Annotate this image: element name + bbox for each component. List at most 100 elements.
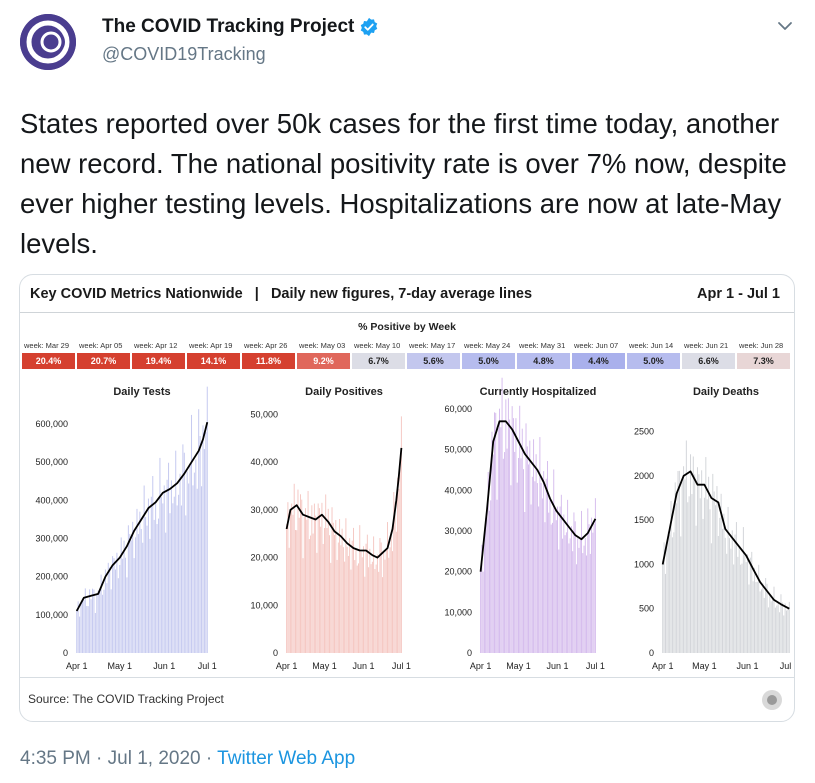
bar (727, 506, 729, 653)
bar (594, 498, 596, 653)
chart-card[interactable]: Key COVID Metrics Nationwide | Daily new… (19, 274, 795, 722)
bar (172, 503, 174, 653)
bar (394, 502, 396, 653)
bar (692, 456, 694, 653)
bar (772, 598, 774, 653)
bar (541, 498, 543, 653)
meta-separator-2: · (200, 748, 218, 769)
week-positivity-value: 7.3% (737, 353, 790, 369)
bar (507, 398, 509, 653)
handle[interactable]: @COVID19Tracking (102, 44, 266, 64)
bar (308, 539, 310, 653)
bar (116, 552, 118, 653)
bar (558, 549, 560, 653)
bar (506, 448, 508, 653)
bar (680, 536, 682, 653)
bar (592, 532, 594, 653)
bar (389, 547, 391, 653)
bar (765, 578, 767, 653)
bar (293, 483, 295, 653)
daily-tests-svg: Daily Tests 0 100,000 200,000 300,000 400,000… (35, 386, 216, 671)
bar (379, 538, 381, 653)
bar (774, 607, 776, 653)
week-cell: week: May 31 4.8% (517, 341, 572, 369)
week-positivity-value: 20.7% (77, 353, 130, 369)
tweet-source-app[interactable]: Twitter Web App (217, 748, 356, 769)
bar (587, 508, 589, 653)
currently-hospitalized-svg: Currently Hospitalized 0 10,000 20,000 30,00… (444, 377, 605, 671)
bar (147, 498, 149, 653)
bar (509, 419, 511, 653)
charts-area: Daily Tests 0 100,000 200,000 300,000 400,000… (20, 375, 794, 677)
bar (122, 558, 124, 653)
currently-hospitalized-chart: Currently Hospitalized 0 10,000 20,000 30,00… (408, 375, 605, 677)
bar (722, 528, 724, 653)
bar (84, 588, 86, 653)
bar (562, 538, 564, 653)
bar (681, 481, 683, 653)
bar (536, 483, 538, 653)
week-label: week: May 10 (354, 341, 401, 350)
week-positivity-value: 9.2% (297, 353, 350, 369)
y-tick-label: 2500 (634, 427, 654, 437)
bar (150, 496, 152, 653)
display-name-row[interactable]: The COVID Tracking Project (102, 16, 379, 38)
bar (313, 503, 315, 653)
bar (345, 518, 347, 653)
bar (710, 543, 712, 653)
week-label: week: Jun 28 (739, 341, 784, 350)
bar (81, 598, 83, 653)
bar (770, 601, 772, 653)
bar (370, 564, 372, 653)
bar (543, 471, 545, 653)
y-tick-label: 40,000 (444, 485, 472, 495)
tweet-header: The COVID Tracking Project @COVID19Track… (20, 12, 795, 82)
bar (166, 479, 168, 653)
bar (734, 534, 736, 653)
bar (398, 488, 400, 653)
bar (744, 555, 746, 653)
bar (206, 386, 208, 653)
bar (317, 503, 319, 653)
bar (480, 568, 482, 653)
bar (130, 540, 132, 653)
display-name[interactable]: The COVID Tracking Project (102, 16, 355, 37)
x-tick-label: Jun 1 (547, 661, 569, 671)
x-tick-label: Jul 1 (392, 661, 411, 671)
bar (553, 469, 555, 653)
bar (139, 511, 141, 653)
week-cell: week: Apr 12 19.4% (132, 341, 187, 369)
bar (500, 427, 502, 653)
bar (360, 551, 362, 653)
bar (99, 592, 101, 653)
tweet-date[interactable]: Jul 1, 2020 (107, 748, 201, 769)
bar (781, 602, 783, 653)
bar (673, 532, 675, 653)
bar (291, 503, 293, 653)
chevron-down-icon[interactable] (775, 16, 795, 36)
bar (361, 557, 363, 653)
bar (756, 581, 758, 653)
y-tick-label: 400,000 (35, 495, 68, 505)
avatar[interactable] (20, 14, 76, 70)
bar (544, 522, 546, 653)
positivity-week-row: week: Mar 29 20.4% week: Apr 05 20.7% week: … (22, 341, 792, 369)
bar (502, 458, 504, 653)
bar (196, 488, 198, 653)
bar (335, 520, 337, 653)
bar (315, 515, 317, 653)
y-tick-label: 200,000 (35, 572, 68, 582)
tweet-time[interactable]: 4:35 PM (20, 748, 91, 769)
meta-separator: · (90, 748, 108, 769)
bar (716, 486, 718, 653)
bar (113, 558, 115, 653)
bar (387, 522, 388, 653)
bar (135, 537, 137, 653)
bar (706, 499, 708, 653)
bar (514, 451, 516, 653)
bar (199, 435, 201, 653)
bar (570, 526, 572, 653)
bar (670, 501, 672, 653)
bar (547, 461, 548, 653)
week-cell: week: Jun 07 4.4% (572, 341, 627, 369)
